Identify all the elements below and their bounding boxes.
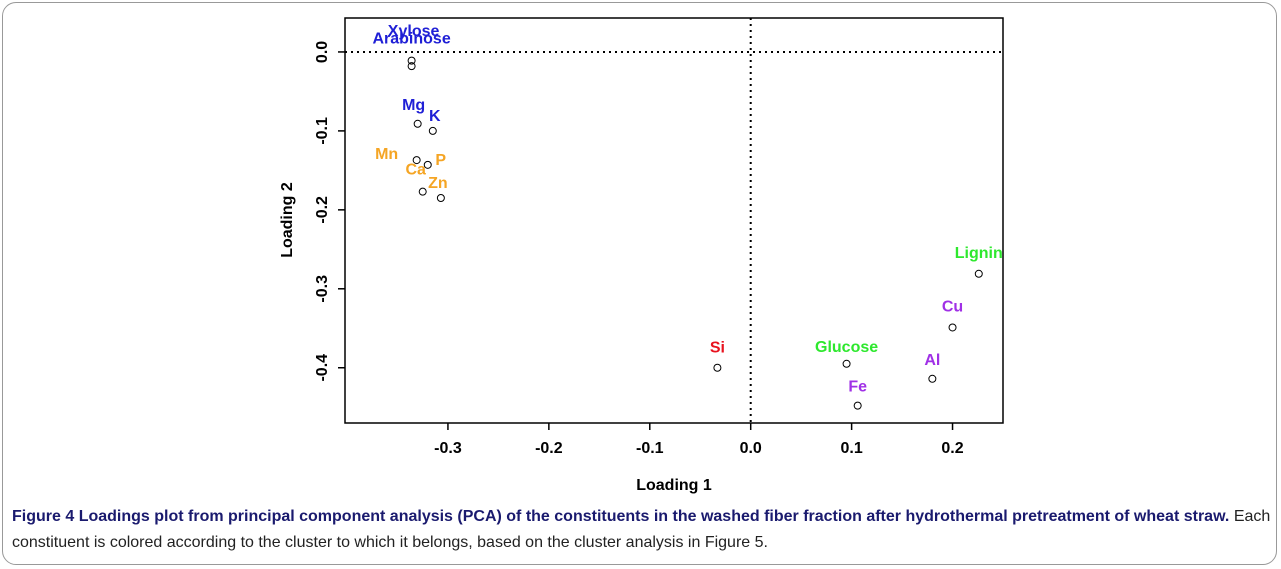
y-tick-label: -0.3 [314,275,331,303]
point [853,401,862,410]
x-tick-label: 0.2 [941,440,963,457]
point-label: Mg [402,97,425,114]
point [428,126,437,135]
point-label: Ca [405,162,426,179]
point [412,156,421,165]
point-label: Al [924,352,940,369]
x-tick-label: 0.1 [840,440,862,457]
point [928,374,937,383]
point-label: K [429,108,441,125]
point [713,363,722,372]
point [418,187,427,196]
caption-label: Figure 4 [12,508,75,525]
point [407,62,416,71]
point-label: Si [710,340,725,357]
point-label: Xylose [388,23,440,40]
point [974,269,983,278]
caption: Figure 4 Loadings plot from principal co… [12,504,1274,556]
point-label: Mn [375,146,398,163]
y-tick-label: 0.0 [314,41,331,63]
y-tick-label: -0.1 [314,117,331,145]
point [842,359,851,368]
point [423,160,432,169]
chart: Loading 1 Loading 2 -0.3 -0.2 -0.1 0.0 0.1 0.… [279,17,1004,494]
caption-title: Loadings plot from principal component a… [78,508,1230,525]
x-axis-label: Loading 1 [636,477,712,494]
point [413,119,422,128]
point-label: Glucose [815,339,878,356]
y-axis-label: Loading 2 [279,182,296,258]
x-tick-label: -0.2 [535,440,563,457]
point-label: Arabinose [372,31,450,48]
point-label: Fe [848,379,867,396]
point [948,323,957,332]
y-tick-label: -0.4 [314,354,331,382]
point [436,194,445,202]
point-label: Lignin [955,245,1003,262]
plot-box [344,17,1004,424]
x-tick-label: -0.1 [636,440,664,457]
point [407,56,416,65]
y-tick-label: -0.2 [314,196,331,224]
point-label: Zn [428,175,448,192]
x-tick-label: -0.3 [434,440,462,457]
point-label: P [435,152,446,169]
x-tick-label: 0.0 [740,440,762,457]
caption-text: Each constituent is colored according to… [12,508,1271,551]
point-label: Cu [942,298,963,315]
